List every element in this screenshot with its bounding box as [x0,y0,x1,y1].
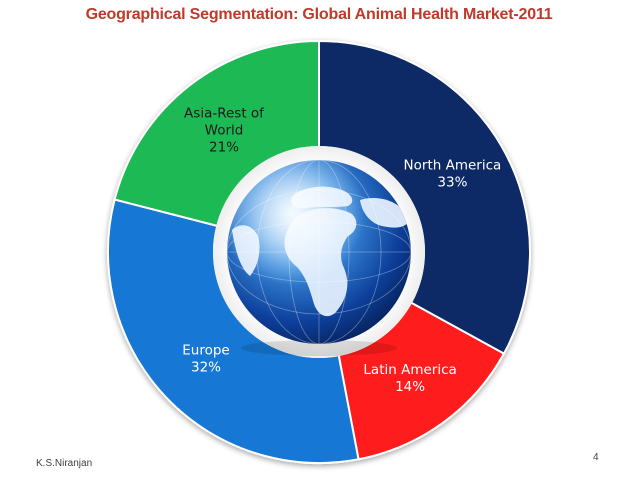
chart-title: Geographical Segmentation: Global Animal… [85,6,553,23]
slice-label-europe: Europe 32% [182,343,229,376]
author-name: K.S.Niranjan [36,458,93,469]
slice-label-asia-rest-of-world: Asia-Rest of World 21% [184,106,265,156]
donut-segments [107,39,531,464]
globe-icon [227,160,411,356]
page-number: 4 [593,452,599,463]
segment-labels: North America 33% Latin America 14% Europe 32… [182,106,501,395]
slice-label-latin-america: Latin America 14% [363,362,456,395]
slice-label-north-america: North America 33% [404,158,502,191]
